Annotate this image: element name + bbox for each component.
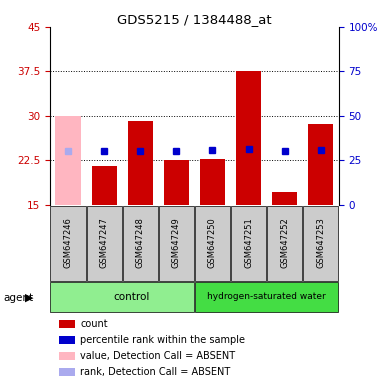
Title: GDS5215 / 1384488_at: GDS5215 / 1384488_at xyxy=(117,13,272,26)
Text: rank, Detection Call = ABSENT: rank, Detection Call = ABSENT xyxy=(80,367,231,377)
Text: GSM647251: GSM647251 xyxy=(244,217,253,268)
FancyBboxPatch shape xyxy=(159,206,194,281)
Bar xyxy=(59,336,75,344)
Text: GSM647250: GSM647250 xyxy=(208,217,217,268)
Bar xyxy=(55,116,81,205)
Bar xyxy=(308,124,333,205)
Bar xyxy=(200,159,225,205)
Bar xyxy=(92,166,117,205)
FancyBboxPatch shape xyxy=(195,206,230,281)
FancyBboxPatch shape xyxy=(122,206,158,281)
Text: count: count xyxy=(80,319,108,329)
Bar xyxy=(59,320,75,328)
Bar xyxy=(59,368,75,376)
Text: GSM647247: GSM647247 xyxy=(100,217,109,268)
FancyBboxPatch shape xyxy=(50,206,86,281)
Bar xyxy=(272,192,297,205)
FancyBboxPatch shape xyxy=(195,281,338,312)
Text: GSM647248: GSM647248 xyxy=(136,217,145,268)
Text: value, Detection Call = ABSENT: value, Detection Call = ABSENT xyxy=(80,351,236,361)
Text: GSM647249: GSM647249 xyxy=(172,217,181,268)
Bar xyxy=(164,160,189,205)
Text: agent: agent xyxy=(4,293,34,303)
FancyBboxPatch shape xyxy=(87,206,122,281)
FancyBboxPatch shape xyxy=(267,206,302,281)
Text: GSM647252: GSM647252 xyxy=(280,217,289,268)
Text: hydrogen-saturated water: hydrogen-saturated water xyxy=(207,292,326,301)
FancyBboxPatch shape xyxy=(303,206,338,281)
Bar xyxy=(59,352,75,360)
Text: control: control xyxy=(113,292,149,302)
FancyBboxPatch shape xyxy=(50,281,194,312)
Text: ▶: ▶ xyxy=(25,293,33,303)
Bar xyxy=(128,121,153,205)
Text: percentile rank within the sample: percentile rank within the sample xyxy=(80,335,245,345)
Text: GSM647253: GSM647253 xyxy=(316,217,325,268)
Text: GSM647246: GSM647246 xyxy=(64,217,73,268)
FancyBboxPatch shape xyxy=(231,206,266,281)
Bar xyxy=(236,71,261,205)
